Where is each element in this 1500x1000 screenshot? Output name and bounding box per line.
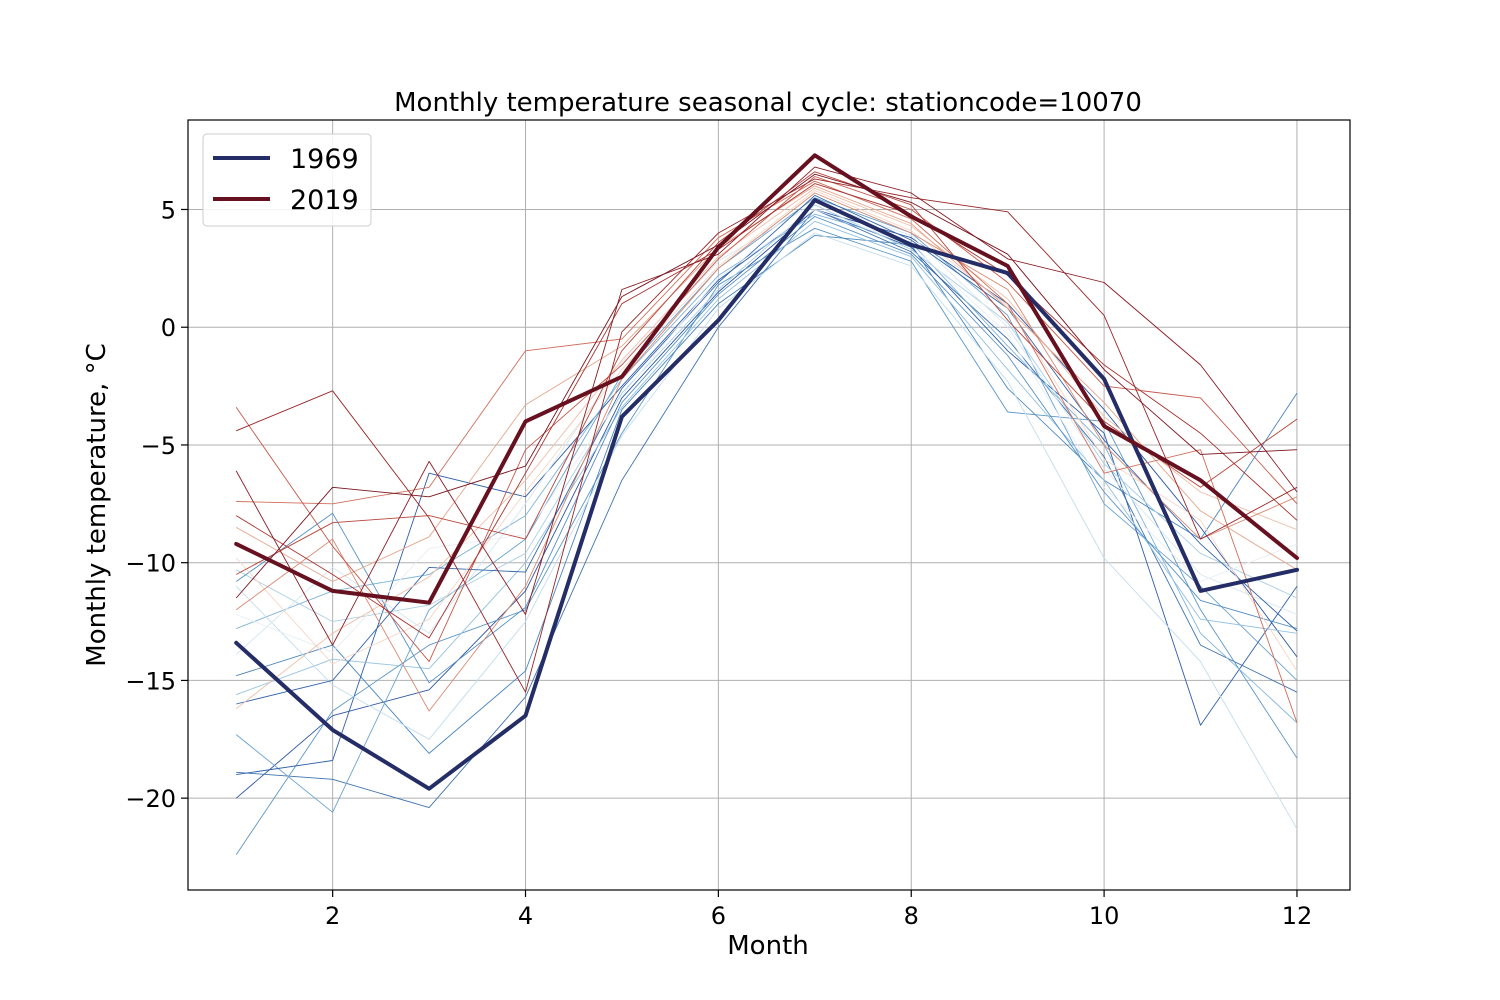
background-series-line [235, 187, 1298, 710]
y-tick-label: 5 [161, 196, 176, 224]
x-axis-label: Month [727, 931, 809, 961]
background-series-line [235, 232, 1298, 830]
background-series-line [236, 178, 1298, 693]
x-tick-label: 12 [1282, 902, 1313, 930]
background-series-line [236, 209, 1298, 809]
background-series-line [236, 209, 1298, 653]
y-axis-label: Monthly temperature, °C [82, 343, 112, 666]
x-tick-label: 6 [711, 902, 726, 930]
series-line-1969 [234, 198, 1299, 791]
legend-label-1969: 1969 [290, 144, 359, 175]
background-series-line [235, 171, 1298, 575]
background-series-line [236, 234, 1298, 754]
highlighted-series [234, 153, 1299, 791]
y-tick-label: −10 [125, 550, 176, 578]
chart-title: Monthly temperature seasonal cycle: stat… [394, 88, 1142, 118]
axes-frame [187, 119, 1351, 891]
background-series-line [235, 183, 1298, 639]
background-series-line [235, 192, 1298, 712]
y-tick-label: −20 [125, 785, 176, 813]
series-line-2019 [234, 153, 1299, 605]
plot-area [188, 120, 1350, 890]
background-series-line [235, 216, 1298, 684]
y-tick-label: −15 [125, 667, 176, 695]
y-tick-label: −5 [141, 432, 176, 460]
background-series-line [235, 204, 1298, 623]
x-tick-label: 8 [904, 902, 919, 930]
background-series-line [235, 197, 1298, 813]
background-series [235, 166, 1298, 855]
x-tick-label: 4 [518, 902, 533, 930]
background-series-line [235, 201, 1298, 655]
background-series-line [235, 166, 1298, 646]
axis-ticks: 2 4 6 8 10 12 5 0 −5 −10 −15 −20 [125, 196, 1312, 930]
legend-label-2019: 2019 [290, 185, 359, 216]
background-series-line [235, 173, 1298, 599]
x-tick-label: 10 [1089, 902, 1120, 930]
x-tick-label: 2 [325, 902, 340, 930]
y-tick-label: 0 [161, 314, 176, 342]
legend: 1969 2019 [202, 133, 372, 227]
background-series-line [235, 227, 1298, 855]
background-series-line [236, 213, 1298, 724]
background-series-line [235, 176, 1298, 663]
